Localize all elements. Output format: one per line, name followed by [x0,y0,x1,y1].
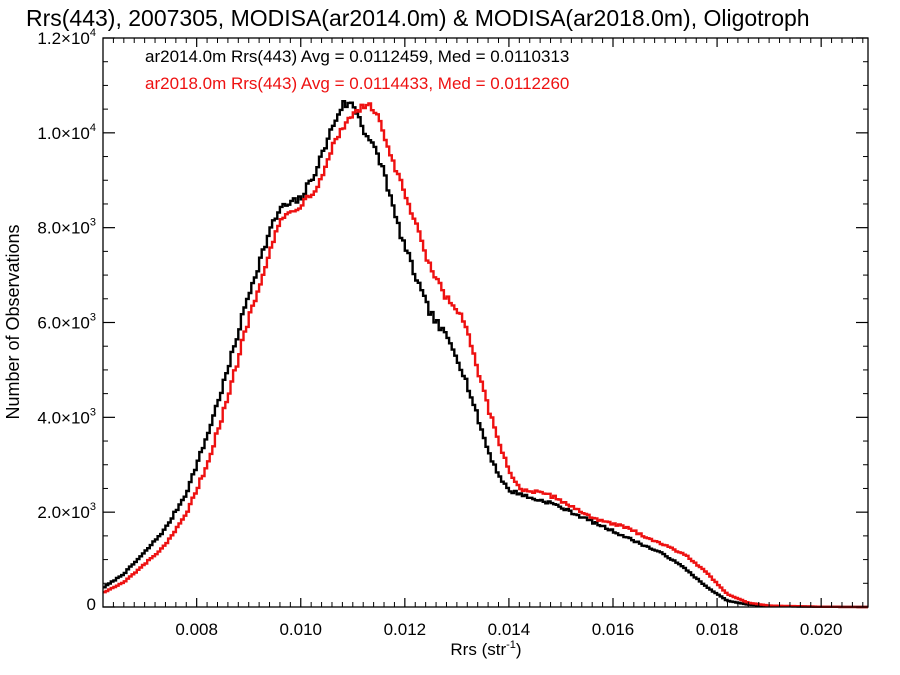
y-tick-exponent: 3 [90,217,96,229]
series-line-ar2014.0m [103,100,868,609]
x-axis-label-suffix: ) [516,640,522,659]
series-line-ar2018.0m [103,102,868,609]
y-tick-exponent: 3 [90,501,96,513]
y-tick-mantissa: 6.0×10 [37,314,89,333]
y-tick-exponent: 3 [90,406,96,418]
y-tick-exponent: 4 [90,122,96,134]
x-tick-label: 0.008 [175,620,218,639]
series-layer [103,100,868,609]
chart-title: Rrs(443), 2007305, MODISA(ar2014.0m) & M… [26,5,810,31]
x-tick-label: 0.010 [279,620,322,639]
x-tick-label: 0.018 [696,620,739,639]
axis-ticks [102,37,868,608]
plot-frame [102,37,869,608]
x-tick-label: 0.014 [488,620,531,639]
y-tick-labels: 02.0×1034.0×1036.0×1038.0×1031.0×1041.2×… [37,27,96,614]
y-tick-label: 4.0×103 [37,406,96,427]
y-tick-label: 2.0×103 [37,501,96,522]
x-axis-label: Rrs (str-1) [450,639,521,659]
y-tick-label: 8.0×103 [37,217,96,238]
legend-entry-ar2018.0m: ar2018.0m Rrs(443) Avg = 0.0114433, Med … [145,74,569,93]
y-tick-mantissa: 1.0×10 [37,124,89,143]
y-tick-mantissa: 1.2×10 [37,29,89,48]
y-tick-exponent: 4 [90,27,96,39]
y-tick-mantissa: 0 [87,595,96,614]
y-tick-mantissa: 4.0×10 [37,408,89,427]
y-tick-label: 6.0×103 [37,312,96,333]
y-tick-mantissa: 2.0×10 [37,503,89,522]
y-tick-exponent: 3 [90,312,96,324]
x-tick-labels: 0.008 0.010 0.012 0.014 0.016 0.018 0.020 [175,620,842,639]
x-axis-label-exponent: -1 [506,639,516,651]
y-tick-label: 1.2×104 [37,27,96,48]
y-tick-mantissa: 8.0×10 [37,219,89,238]
legend: ar2014.0m Rrs(443) Avg = 0.0112459, Med … [145,47,569,93]
y-tick-label: 1.0×104 [37,122,96,143]
x-tick-label: 0.020 [800,620,843,639]
x-axis-label-main: Rrs (str [450,640,506,659]
x-tick-label: 0.016 [592,620,635,639]
y-axis-label: Number of Observations [3,224,23,419]
legend-entry-ar2014.0m: ar2014.0m Rrs(443) Avg = 0.0112459, Med … [145,47,569,66]
y-tick-label: 0 [87,595,96,614]
x-tick-label: 0.012 [384,620,427,639]
